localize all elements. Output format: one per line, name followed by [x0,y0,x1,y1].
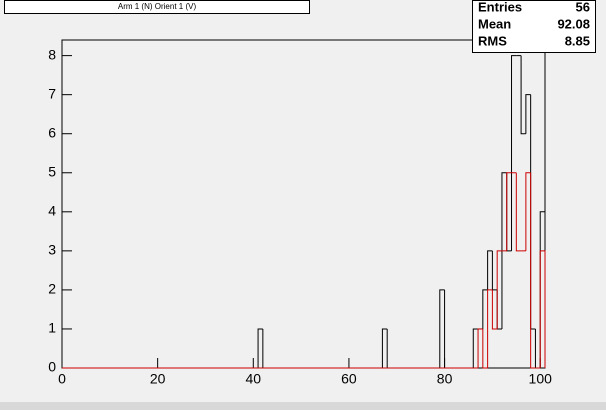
histogram-bin [530,172,536,369]
x-tick-label: 20 [150,371,166,387]
histogram-bin [491,289,498,330]
histogram-bin [525,94,531,134]
x-tick-label: 40 [245,371,261,387]
x-tick-label: 0 [58,371,66,387]
y-tick-label: 4 [48,203,56,219]
histogram-bin [257,328,263,368]
histogram-bin [477,328,483,368]
title-box [4,0,310,14]
histogram-bin [515,172,522,252]
histogram-bin [501,172,507,329]
stat-label: Mean [478,16,511,31]
histogram-bin [539,250,546,368]
x-tick-label: 60 [341,371,357,387]
x-tick-label: 100 [529,371,553,387]
histogram-bin [487,250,493,290]
histogram-bin [511,55,517,251]
histogram-bin [439,289,445,368]
histogram-bin [482,289,488,329]
chart-title: Arm 1 (N) Orient 1 (V) [118,2,197,11]
y-tick-label: 2 [48,281,56,297]
x-tick-label: 80 [437,371,453,387]
y-tick-label: 8 [48,46,56,62]
stat-label: Entries [478,0,522,14]
histogram-bin [520,55,526,135]
histogram-bin [381,328,388,368]
histogram-bin [472,328,479,368]
y-tick-label: 0 [48,359,56,375]
y-tick-label: 1 [48,320,56,336]
y-tick-label: 3 [48,242,56,258]
y-tick-label: 5 [48,163,56,179]
histogram-bin [496,250,502,329]
plot-frame [61,39,546,369]
histogram-bin [506,172,512,251]
histogram-bin [482,328,488,369]
y-tick-label: 7 [48,85,56,101]
stats-box [472,0,596,53]
y-tick-label: 6 [48,124,56,140]
stat-value: 8.85 [565,33,590,48]
stat-value: 56 [576,0,590,14]
stat-value: 92.08 [557,16,590,31]
status-bar [0,402,606,410]
histogram-bin [487,289,493,368]
histogram-bin [525,172,531,251]
stat-label: RMS [478,33,507,48]
